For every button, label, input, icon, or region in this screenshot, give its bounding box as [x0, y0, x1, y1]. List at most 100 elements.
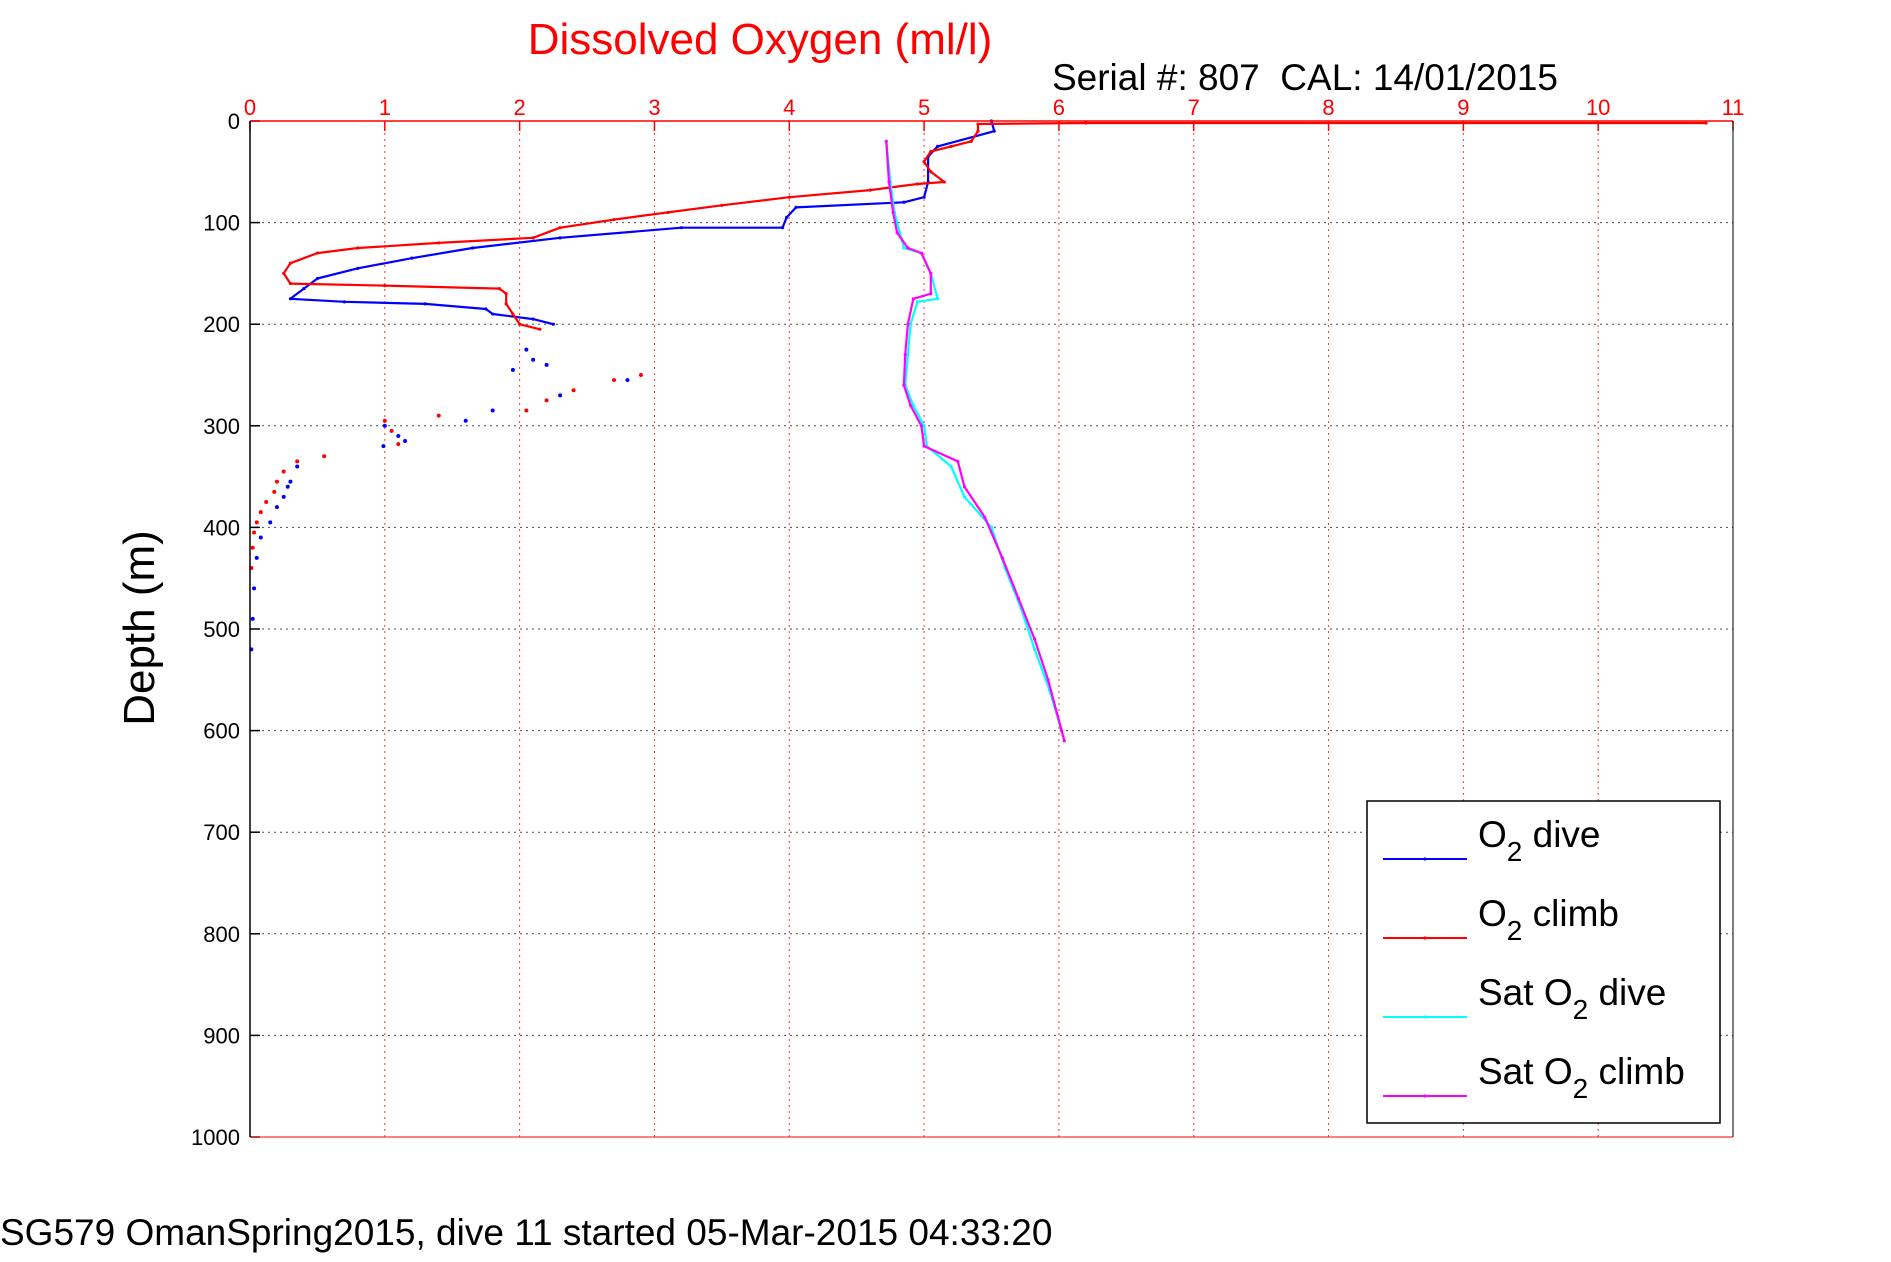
dive-scatter-point — [544, 362, 549, 367]
x-tick-label: 3 — [648, 95, 660, 120]
data-point — [679, 226, 684, 230]
x-tick-label: 11 — [1722, 95, 1745, 120]
data-point — [983, 515, 987, 519]
data-point — [784, 215, 789, 220]
dive-scatter-point — [250, 616, 255, 621]
data-point — [929, 271, 933, 275]
dive-scatter-point — [531, 357, 536, 362]
climb-scatter-point — [544, 398, 549, 403]
climb-scatter-point — [322, 454, 327, 459]
data-point — [1062, 739, 1066, 743]
data-point — [282, 271, 286, 275]
climb-scatter-point — [252, 530, 257, 535]
climb-scatter-point — [524, 408, 529, 413]
data-point — [504, 292, 508, 296]
x-tick-label: 8 — [1322, 95, 1334, 120]
data-point — [922, 195, 926, 199]
climb-scatter-point — [281, 469, 286, 474]
data-point — [423, 302, 427, 306]
dive-scatter-point — [490, 408, 495, 413]
data-point — [949, 144, 953, 148]
legend: O2 dive O2 climb Sat O2 dive Sat O2 climb — [1366, 800, 1721, 1124]
climb-scatter-point — [272, 489, 277, 494]
dive-scatter-point — [254, 555, 259, 560]
y-tick-label: 700 — [203, 820, 240, 845]
x-tick-label: 6 — [1053, 95, 1065, 120]
climb-scatter-point — [258, 510, 263, 515]
y-tick-label: 500 — [203, 617, 240, 642]
y-tick-label: 1000 — [191, 1125, 240, 1150]
dive-scatter-point — [285, 484, 290, 489]
dive-scatter-point — [295, 464, 300, 469]
data-point — [915, 182, 919, 186]
data-point — [919, 424, 923, 428]
data-point — [942, 180, 946, 184]
data-point — [720, 203, 724, 207]
climb-scatter-point — [264, 500, 269, 504]
data-point — [902, 246, 906, 250]
climb-scatter-point — [254, 520, 259, 525]
x-tick-label: 9 — [1457, 95, 1469, 120]
y-tick-label: 0 — [228, 109, 240, 134]
axes: 0 1 2 3 4 5 6 7 8 9 10 11 0 100 200 300 400 500 600 700 800 9… — [191, 95, 1744, 1150]
data-point — [906, 353, 910, 357]
data-point — [511, 312, 515, 316]
y-tick-label: 200 — [203, 312, 240, 337]
data-point — [470, 246, 475, 250]
data-point — [891, 210, 895, 215]
chart-subtitle: Serial #: 807 CAL: 14/01/2015 — [1052, 57, 1558, 98]
data-point — [902, 383, 906, 387]
data-point — [1084, 121, 1088, 125]
data-point — [922, 160, 926, 164]
dive-scatter-point — [463, 418, 468, 423]
series-line-o2-dive — [289, 120, 996, 326]
data-point — [612, 217, 616, 222]
data-point — [1060, 729, 1064, 733]
data-point — [288, 281, 293, 286]
data-point — [909, 403, 913, 408]
x-tick-label: 10 — [1586, 95, 1610, 120]
legend-box — [1366, 800, 1721, 1124]
grid — [250, 121, 1733, 1137]
data-point — [929, 292, 933, 296]
data-point — [992, 129, 996, 133]
data-point — [1046, 678, 1050, 682]
dive-scatter-point — [396, 433, 401, 438]
data-point — [302, 287, 306, 291]
x-tick-label: 2 — [514, 95, 526, 120]
data-point — [531, 317, 535, 321]
dive-scatter-point — [268, 520, 273, 525]
dive-scatter-point — [258, 535, 263, 540]
data-point — [911, 403, 915, 408]
data-point — [288, 261, 293, 265]
x-tick-label: 1 — [379, 95, 391, 120]
data-point — [884, 139, 888, 143]
y-tick-label: 100 — [203, 211, 240, 236]
data-point — [909, 322, 913, 326]
dive-scatter-point — [252, 586, 257, 591]
climb-scatter-point — [389, 428, 394, 433]
dive-scatter-point — [625, 378, 630, 383]
data-point — [976, 122, 980, 126]
data-point — [906, 246, 910, 250]
data-point — [787, 195, 791, 199]
data-point — [962, 495, 967, 499]
climb-scatter-point — [612, 378, 617, 383]
y-axis-label: Depth (m) — [115, 530, 164, 726]
y-tick-label: 400 — [203, 515, 240, 540]
data-point — [935, 297, 940, 301]
legend-entry: Sat O2 climb — [1478, 1051, 1685, 1104]
x-tick-label: 4 — [783, 95, 795, 120]
dive-scatter-point — [381, 444, 386, 449]
dive-scatter-point — [274, 505, 279, 510]
chart-title: Dissolved Oxygen (ml/l) — [528, 15, 993, 64]
data-point — [437, 241, 441, 245]
climb-scatter-point — [382, 418, 387, 423]
legend-entry: Sat O2 dive — [1478, 972, 1666, 1025]
data-point — [922, 424, 926, 428]
legend-marker — [1423, 857, 1427, 861]
data-point — [484, 307, 488, 311]
data-point — [288, 297, 293, 301]
data-point — [551, 322, 555, 326]
